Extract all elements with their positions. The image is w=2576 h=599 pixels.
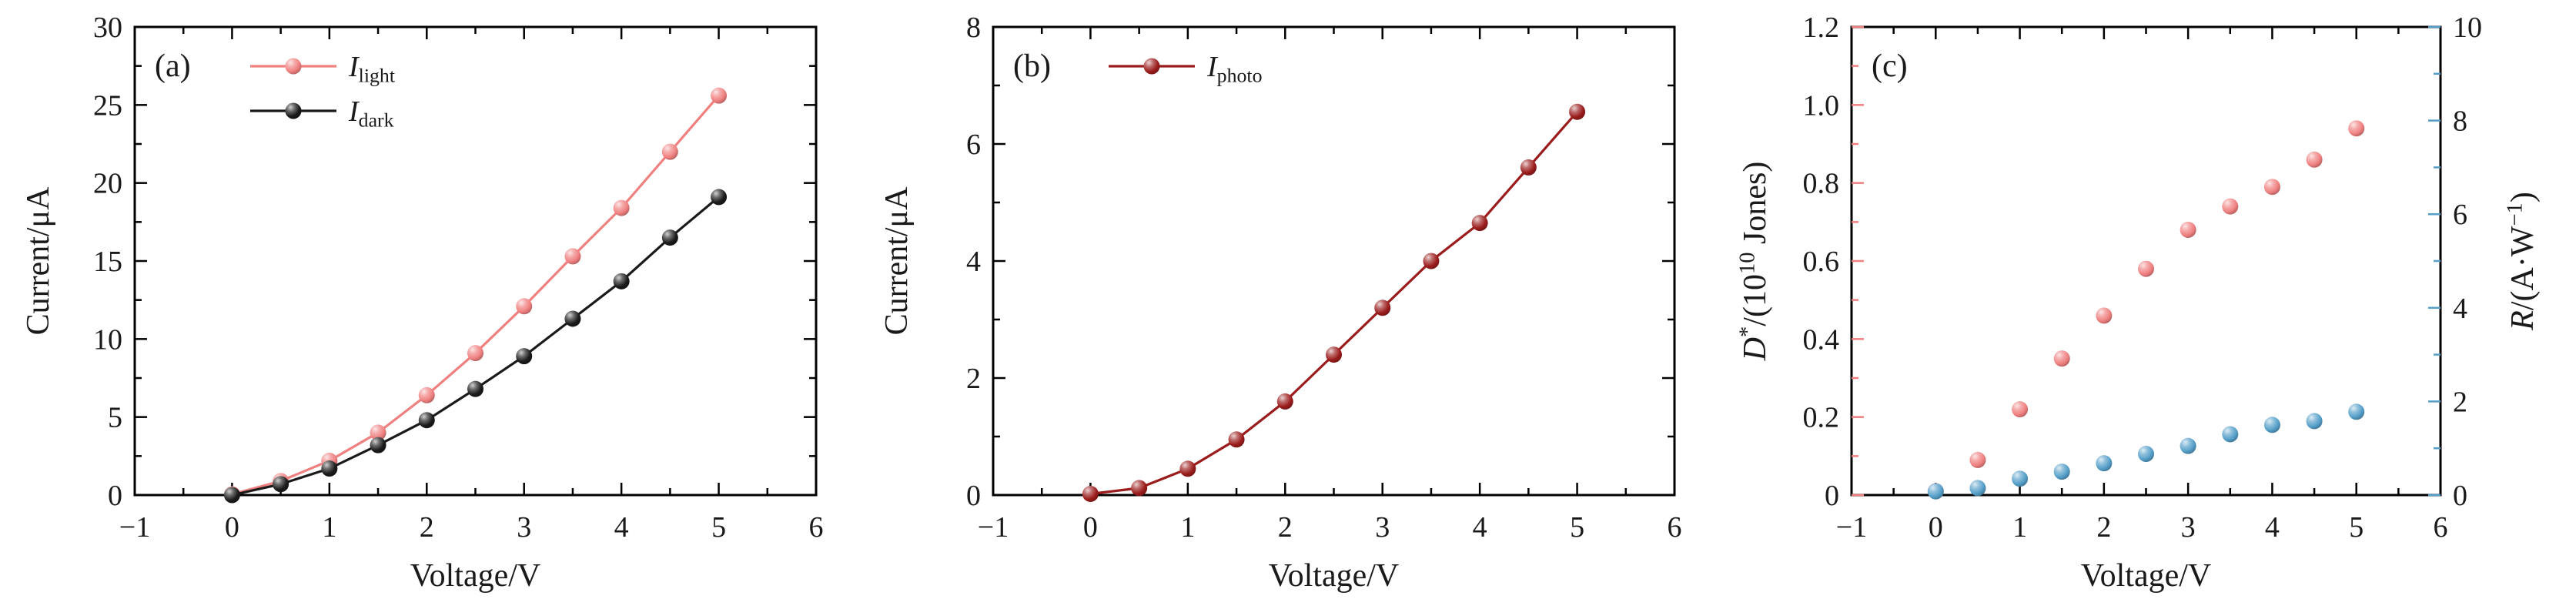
svg-text:3: 3 <box>1375 511 1390 544</box>
right-axis-label: R/(A·W−1) <box>2504 192 2541 331</box>
svg-text:25: 25 <box>93 89 122 122</box>
svg-text:1: 1 <box>1180 511 1195 544</box>
y-axis-ticks <box>135 25 816 497</box>
svg-text:0: 0 <box>1083 511 1098 544</box>
chart-panel-b: −1 0 1 2 3 4 5 6 0 2 4 6 8 Voltage/V Current/μA (b) Ipho… <box>858 0 1717 599</box>
x-axis-ticks <box>133 27 818 495</box>
svg-text:6: 6 <box>2453 199 2467 231</box>
svg-text:1.0: 1.0 <box>1803 89 1840 122</box>
svg-text:6: 6 <box>966 129 981 161</box>
chart-a: −1 0 1 2 3 4 5 6051015202530Voltage/VCurrent/μA… <box>21 12 824 594</box>
right-tick-labels: 0 2 4 6 8 10 <box>2453 12 2482 512</box>
y-axis-label: Current/μA <box>879 186 915 335</box>
svg-text:8: 8 <box>966 12 981 44</box>
svg-text:10: 10 <box>93 323 122 356</box>
svg-text:1: 1 <box>322 511 336 544</box>
svg-text:2: 2 <box>966 363 981 395</box>
svg-text:0: 0 <box>108 480 122 512</box>
legend: Iphoto <box>1109 51 1263 87</box>
x-tick-labels: −1 0 1 2 3 4 5 6 <box>1836 511 2448 544</box>
svg-text:4: 4 <box>614 511 629 544</box>
x-axis-label: Voltage/V <box>2081 558 2212 594</box>
svg-text:0: 0 <box>2453 480 2467 512</box>
svg-text:0: 0 <box>966 480 981 512</box>
svg-text:5: 5 <box>108 402 122 434</box>
svg-text:3: 3 <box>2181 511 2196 544</box>
svg-text:2: 2 <box>2096 511 2111 544</box>
svg-text:10: 10 <box>2453 12 2482 44</box>
svg-text:3: 3 <box>517 511 531 544</box>
right-axis-ticks <box>2428 25 2441 497</box>
svg-text:2: 2 <box>2453 386 2467 418</box>
y-axis-ticks <box>1852 25 1864 497</box>
x-axis-ticks <box>992 27 1676 495</box>
y-axis-ticks <box>993 25 1674 497</box>
legend: Ilight Idark <box>250 51 396 132</box>
y-tick-labels: 0 2 4 6 8 <box>966 12 981 512</box>
svg-text:6: 6 <box>1668 511 1682 544</box>
svg-text:4: 4 <box>2265 511 2280 544</box>
svg-text:4: 4 <box>966 246 981 278</box>
chart-panel-c: −1 0 1 2 3 4 5 6 0 0.2 0.4 0.6 0.8 1.0 1.2 0 2 4 6 8 10 Volta… <box>1717 0 2575 599</box>
svg-text:−1: −1 <box>119 511 150 544</box>
series-R <box>1927 403 2365 500</box>
chart-c: −1 0 1 2 3 4 5 600.20.40.60.81.01.20246810Volta… <box>1736 12 2541 594</box>
series-I-photo <box>1082 103 1586 502</box>
svg-text:1.2: 1.2 <box>1803 12 1840 44</box>
svg-text:4: 4 <box>2453 293 2467 325</box>
y-axis-label: D*/(1010 Jones) <box>1736 162 1773 362</box>
panel-label: (c) <box>1872 49 1908 84</box>
svg-text:0.2: 0.2 <box>1803 402 1840 434</box>
svg-text:4: 4 <box>1473 511 1487 544</box>
svg-text:8: 8 <box>2453 105 2467 138</box>
svg-text:0.8: 0.8 <box>1803 168 1840 200</box>
plot-frame <box>992 25 1676 497</box>
svg-text:15: 15 <box>93 246 122 278</box>
svg-text:0: 0 <box>1929 511 1943 544</box>
svg-text:2: 2 <box>1278 511 1293 544</box>
series-I-light <box>223 87 728 503</box>
series-I-dark <box>223 189 728 504</box>
x-axis-label: Voltage/V <box>410 558 541 594</box>
svg-text:−1: −1 <box>978 511 1009 544</box>
chart-panel-a: −1 0 1 2 3 4 5 6 0 5 10 15 20 25 30 Voltage/V Current/μA… <box>0 0 858 599</box>
svg-text:−1: −1 <box>1836 511 1867 544</box>
svg-text:Idark: Idark <box>348 95 394 132</box>
series-D-star <box>1927 120 2365 500</box>
svg-text:0: 0 <box>225 511 239 544</box>
svg-text:0.6: 0.6 <box>1803 246 1840 278</box>
y-tick-labels: 0 0.2 0.4 0.6 0.8 1.0 1.2 <box>1803 12 1840 512</box>
svg-text:2: 2 <box>420 511 434 544</box>
y-tick-labels: 0 5 10 15 20 25 30 <box>93 12 122 512</box>
x-axis-label: Voltage/V <box>1269 558 1400 594</box>
svg-text:0: 0 <box>1825 480 1839 512</box>
svg-text:6: 6 <box>2434 511 2448 544</box>
y-axis-label: Current/μA <box>21 186 56 335</box>
svg-text:0.4: 0.4 <box>1803 323 1840 356</box>
x-tick-labels: −1 0 1 2 3 4 5 6 <box>978 511 1682 544</box>
svg-text:20: 20 <box>93 168 122 200</box>
svg-text:1: 1 <box>2012 511 2027 544</box>
svg-text:Ilight: Ilight <box>348 51 396 87</box>
svg-text:Iphoto: Iphoto <box>1206 51 1263 87</box>
svg-text:30: 30 <box>93 12 122 44</box>
svg-text:5: 5 <box>1570 511 1584 544</box>
svg-text:6: 6 <box>809 511 824 544</box>
x-tick-labels: −1 0 1 2 3 4 5 6 <box>119 511 824 544</box>
svg-text:5: 5 <box>2349 511 2364 544</box>
panel-label: (a) <box>155 49 191 84</box>
svg-text:5: 5 <box>711 511 726 544</box>
panel-label: (b) <box>1013 49 1051 84</box>
